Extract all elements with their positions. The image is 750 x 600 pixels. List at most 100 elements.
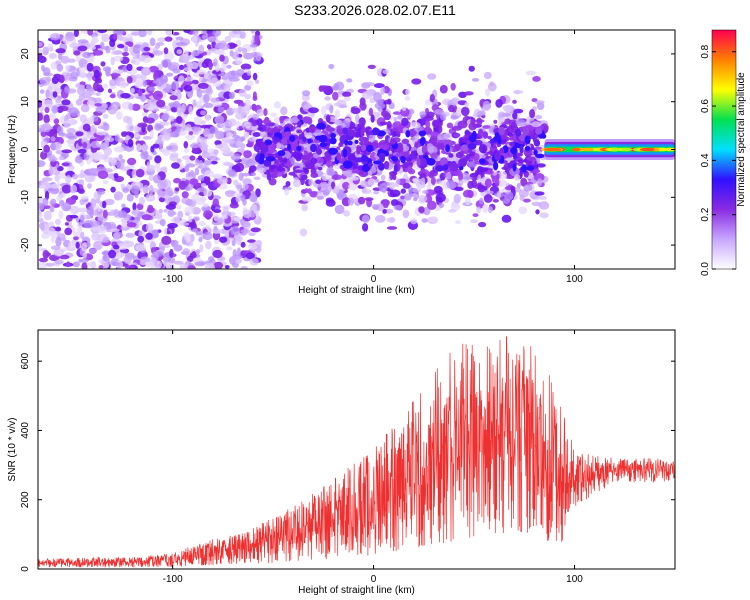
heatmap-blob (178, 64, 184, 71)
heatmap-blob (191, 83, 197, 91)
heatmap-blob (149, 37, 156, 47)
heatmap-blob (524, 145, 531, 152)
heatmap-blob (73, 236, 79, 241)
heatmap-blob (284, 188, 290, 196)
heatmap-blob (513, 174, 521, 181)
heatmap-x-ticks: -100 0 100 (163, 30, 583, 285)
heatmap-blob (455, 220, 461, 225)
heatmap-blob (176, 106, 182, 117)
heatmap-blob (93, 240, 103, 251)
heatmap-blob (93, 81, 99, 92)
heatmap-blob (135, 244, 146, 252)
heatmap-blob (176, 116, 183, 124)
heatmap-blob (211, 174, 222, 179)
heatmap-blob (427, 216, 439, 223)
heatmap-blob (51, 76, 59, 84)
heatmap-blob (146, 106, 156, 111)
heatmap-blob (362, 223, 369, 232)
heatmap-blob (171, 239, 176, 248)
heatmap-blob (278, 133, 283, 140)
heatmap-blob (103, 83, 109, 89)
heatmap-blob (97, 189, 105, 195)
heatmap-blob (348, 182, 358, 191)
heatmap-blob (247, 239, 256, 243)
heatmap-blob (477, 174, 482, 183)
heatmap-blob (170, 106, 179, 113)
heatmap-blob (526, 165, 535, 171)
heatmap-blob (239, 31, 246, 39)
heatmap-blob (231, 108, 239, 113)
heatmap-blob (191, 207, 201, 215)
heatmap-blob (520, 177, 528, 187)
heatmap-blob (224, 139, 235, 144)
heatmap-blob (510, 186, 516, 191)
heatmap-blob (40, 123, 52, 133)
heatmap-blob (219, 43, 230, 51)
heatmap-blob (438, 202, 445, 208)
heatmap-blob (363, 138, 369, 145)
heatmap-blob (134, 81, 143, 88)
heatmap-blob (450, 115, 459, 120)
heatmap-blob (433, 185, 443, 194)
heatmap-blob (389, 189, 401, 197)
heatmap-blob (205, 87, 213, 96)
heatmap-blob (484, 178, 492, 188)
heatmap-blob (131, 103, 141, 112)
heatmap-blob (477, 184, 486, 193)
heatmap-blob (191, 35, 198, 44)
heatmap-blob (140, 97, 146, 103)
heatmap-blob (386, 226, 398, 230)
heatmap-blob (176, 49, 183, 55)
heatmap-blob (372, 127, 380, 136)
heatmap-blob (86, 206, 95, 216)
heatmap-blob (221, 146, 231, 154)
heatmap-blob (367, 162, 373, 167)
heatmap-blob (248, 136, 259, 142)
heatmap-blob (297, 120, 302, 128)
heatmap-blob (354, 139, 359, 144)
heatmap-blob (445, 144, 450, 153)
heatmap-blob (342, 160, 353, 169)
heatmap-blob (515, 128, 522, 137)
heatmap-blob (58, 210, 64, 220)
heatmap-blob (90, 198, 97, 208)
heatmap-blob (250, 227, 261, 233)
heatmap-blob (72, 230, 78, 236)
heatmap-blob (359, 102, 367, 111)
heatmap-blob (91, 35, 98, 45)
heatmap-blob (205, 115, 211, 122)
heatmap-blob (39, 184, 47, 189)
heatmap-blob (410, 218, 418, 225)
heatmap-blob (249, 193, 258, 203)
heatmap-blob (109, 39, 116, 47)
heatmap-blob (535, 209, 540, 215)
heatmap-blob (97, 170, 109, 179)
heatmap-blob (482, 131, 489, 139)
heatmap-blob (292, 179, 301, 188)
heatmap-blob (79, 81, 86, 86)
heatmap-blob (61, 149, 73, 154)
heatmap-blob (169, 62, 180, 69)
heatmap-blob (482, 100, 491, 110)
heatmap-blob (479, 144, 488, 154)
heatmap-blob (439, 84, 448, 94)
heatmap-blob (310, 172, 319, 178)
heatmap-blob (342, 91, 352, 98)
heatmap-blob (504, 191, 514, 201)
heatmap-blob (148, 86, 156, 91)
heatmap-blob (190, 51, 200, 57)
heatmap-blob (361, 90, 373, 100)
heatmap-blob (213, 261, 223, 269)
heatmap-blob (244, 84, 252, 91)
heatmap-blob (328, 116, 338, 123)
heatmap-blob (258, 124, 267, 132)
heatmap-blob (494, 152, 502, 161)
colorbar-tick-label: 0.6 (700, 99, 711, 113)
heatmap-blob (230, 226, 241, 236)
heatmap-blob (429, 93, 435, 103)
heatmap-blob (310, 143, 318, 153)
heatmap-blob (189, 178, 199, 186)
heatmap-blob (175, 36, 184, 41)
heatmap-blob (487, 135, 492, 140)
heatmap-blob (498, 111, 506, 118)
